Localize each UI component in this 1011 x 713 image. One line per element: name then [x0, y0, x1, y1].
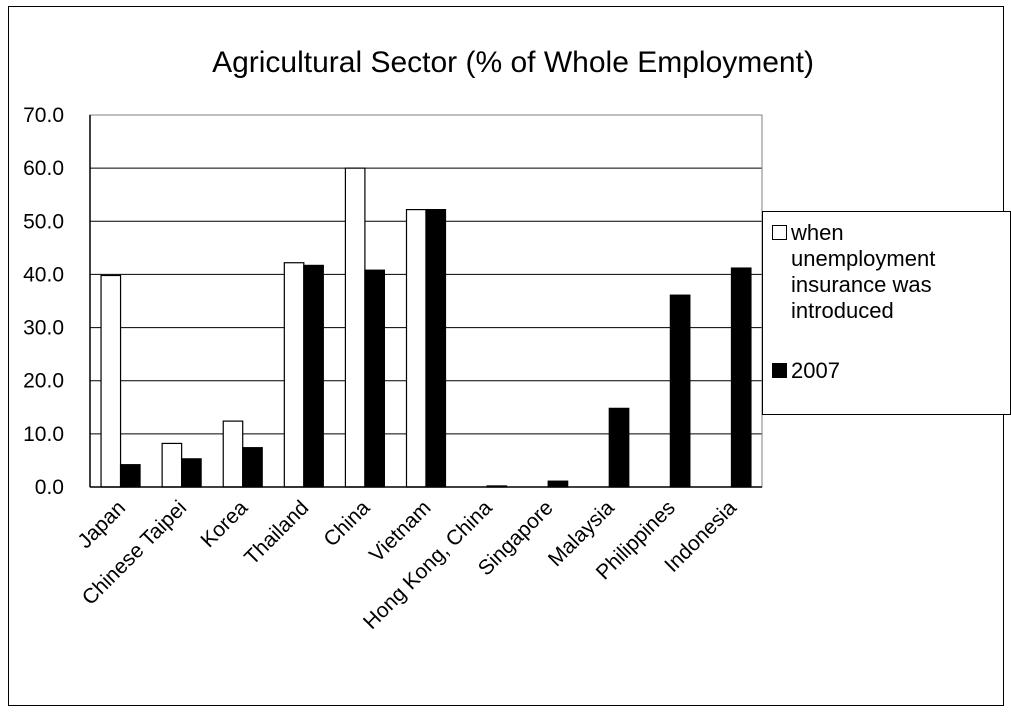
bar — [303, 264, 324, 488]
legend-swatch — [772, 225, 787, 240]
chart-title: Agricultural Sector (% of Whole Employme… — [212, 46, 814, 79]
bar — [547, 480, 569, 488]
y-tick-label: 50.0 — [23, 210, 64, 233]
bar — [425, 208, 447, 488]
y-tick-label: 70.0 — [23, 104, 64, 127]
legend-label: unemployment — [791, 246, 936, 271]
x-tick-label: Japan — [73, 496, 130, 553]
bar — [119, 464, 141, 488]
bar — [100, 274, 122, 488]
bar — [608, 407, 630, 488]
bar — [222, 420, 244, 488]
bar — [364, 269, 386, 488]
bar — [283, 262, 305, 488]
bar — [242, 447, 263, 488]
y-tick-label: 60.0 — [23, 157, 64, 180]
y-tick-label: 20.0 — [23, 370, 64, 393]
bar — [161, 442, 183, 488]
y-tick-labels: 0.0 10.0 20.0 30.0 40.0 50.0 60.0 70.0 — [23, 104, 64, 499]
y-tick-label: 30.0 — [23, 317, 64, 340]
bar — [730, 267, 752, 488]
x-tick-label: China — [319, 496, 374, 551]
legend-label: insurance was — [791, 272, 932, 297]
bars — [100, 167, 752, 488]
bar — [181, 458, 202, 488]
x-tick-label: Korea — [196, 496, 252, 552]
legend-label: introduced — [791, 298, 894, 323]
legend-label: when — [791, 220, 844, 245]
x-tick-label: Chinese Taipei — [78, 496, 191, 609]
y-tick-label: 0.0 — [35, 476, 64, 499]
bar — [344, 167, 366, 488]
x-tick-label: Thailand — [240, 496, 313, 569]
legend: when unemployment insurance was introduced 2… — [762, 211, 1011, 415]
y-tick-label: 10.0 — [23, 423, 64, 446]
bar — [405, 208, 427, 488]
legend-label: 2007 — [791, 358, 840, 383]
bar — [669, 294, 691, 488]
y-tick-label: 40.0 — [23, 263, 64, 286]
legend-swatch — [772, 363, 787, 378]
